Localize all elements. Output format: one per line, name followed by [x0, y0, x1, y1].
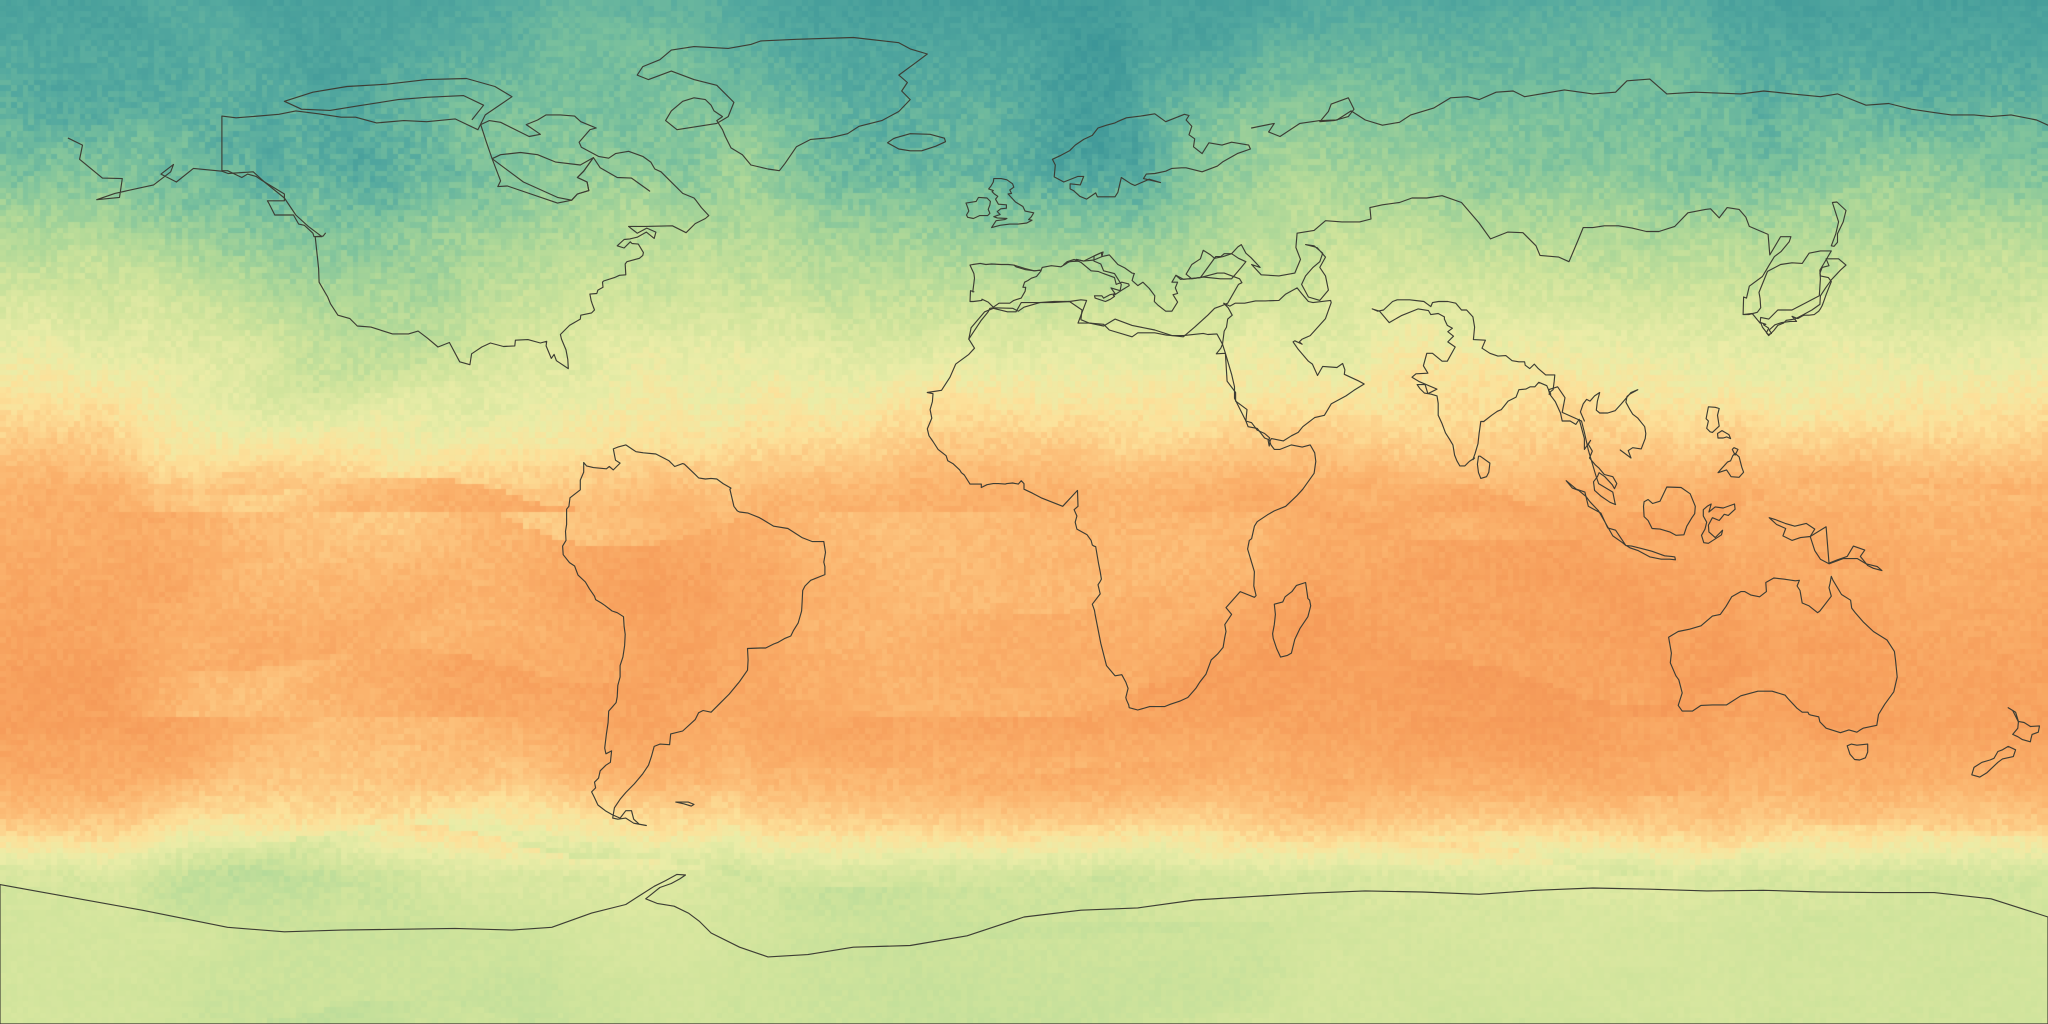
- NEWZEALAND_N: [2008, 708, 2039, 742]
- UK: [989, 179, 1034, 228]
- NORTH_AMERICA_CANADA_WEST: [222, 79, 512, 237]
- SULAWESI: [1702, 504, 1736, 543]
- BORNEO: [1644, 487, 1696, 535]
- SOUTH_AMERICA: [563, 445, 826, 826]
- INDIA: [1372, 300, 1555, 466]
- RUSSIA_ARCTIC_COAST: [1252, 79, 2048, 136]
- JAPAN: [1761, 259, 1846, 336]
- JAVA: [1627, 546, 1676, 560]
- TASMANIA: [1847, 744, 1868, 760]
- NEW_GUINEA_HEAD: [1769, 518, 1815, 541]
- ARABIAN_AFRICA_MIDEAST: [1223, 288, 1365, 446]
- NOVAYA_ZEMLYA: [1320, 98, 1354, 122]
- FALKLANDS: [676, 802, 694, 806]
- PHILIPPINES_MID: [1718, 431, 1731, 439]
- NZ_SOUTH2: [1972, 746, 2016, 777]
- ANTARCTICA: [0, 874, 2048, 1024]
- SUMATRA: [1566, 481, 1626, 546]
- ASIA_MID_RUSSIA: [1176, 196, 1831, 323]
- ITALY: [1064, 252, 1129, 302]
- NEW_GUINEA: [1810, 527, 1882, 571]
- MINDANAO: [1718, 453, 1744, 477]
- PHILIPPINES_LUZON: [1706, 407, 1719, 433]
- GREENLAND: [637, 38, 927, 171]
- AFRICA: [927, 300, 1316, 710]
- NORTH_AMERICA: [68, 115, 709, 369]
- SAKHALIN: [1831, 202, 1846, 246]
- SRILANKA: [1477, 456, 1490, 478]
- BLACK_SEA: [1186, 250, 1246, 278]
- SCANDINAVIA: [1052, 114, 1250, 199]
- MADAGASCAR: [1273, 583, 1311, 658]
- IRELAND: [966, 197, 990, 218]
- HUDSON_BAY: [492, 153, 593, 204]
- AUSTRALIA: [1669, 576, 1898, 732]
- ICELAND: [888, 134, 946, 151]
- CASPIAN_SEA: [1302, 245, 1329, 301]
